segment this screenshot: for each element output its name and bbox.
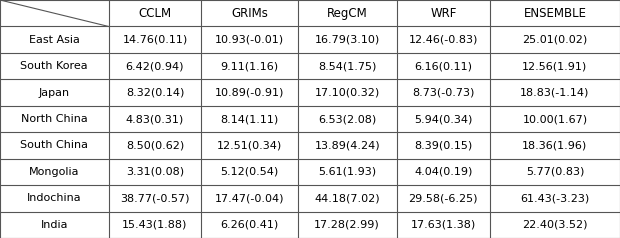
Text: 22.40(3.52): 22.40(3.52) — [522, 220, 588, 230]
Text: 12.51(0.34): 12.51(0.34) — [217, 140, 282, 150]
Text: 8.73(-0.73): 8.73(-0.73) — [412, 88, 474, 98]
Text: 29.58(-6.25): 29.58(-6.25) — [409, 193, 478, 203]
Text: 5.94(0.34): 5.94(0.34) — [414, 114, 472, 124]
Text: 13.89(4.24): 13.89(4.24) — [314, 140, 380, 150]
Text: 44.18(7.02): 44.18(7.02) — [314, 193, 380, 203]
Text: 3.31(0.08): 3.31(0.08) — [126, 167, 184, 177]
Text: GRIMs: GRIMs — [231, 7, 268, 20]
Text: South Korea: South Korea — [20, 61, 88, 71]
Text: 6.42(0.94): 6.42(0.94) — [126, 61, 184, 71]
Text: 10.93(-0.01): 10.93(-0.01) — [215, 35, 284, 45]
Text: WRF: WRF — [430, 7, 456, 20]
Text: 17.28(2.99): 17.28(2.99) — [314, 220, 380, 230]
Text: 8.39(0.15): 8.39(0.15) — [414, 140, 472, 150]
Text: CCLM: CCLM — [138, 7, 172, 20]
Text: 4.04(0.19): 4.04(0.19) — [414, 167, 472, 177]
Text: 8.32(0.14): 8.32(0.14) — [126, 88, 184, 98]
Text: 18.83(-1.14): 18.83(-1.14) — [520, 88, 590, 98]
Text: 10.00(1.67): 10.00(1.67) — [522, 114, 588, 124]
Text: East Asia: East Asia — [29, 35, 80, 45]
Text: 5.77(0.83): 5.77(0.83) — [526, 167, 584, 177]
Text: 6.16(0.11): 6.16(0.11) — [414, 61, 472, 71]
Text: Mongolia: Mongolia — [29, 167, 79, 177]
Text: Indochina: Indochina — [27, 193, 82, 203]
Text: 8.50(0.62): 8.50(0.62) — [126, 140, 184, 150]
Text: RegCM: RegCM — [327, 7, 368, 20]
Text: 4.83(0.31): 4.83(0.31) — [126, 114, 184, 124]
Text: 8.54(1.75): 8.54(1.75) — [318, 61, 376, 71]
Text: 5.12(0.54): 5.12(0.54) — [221, 167, 278, 177]
Text: 10.89(-0.91): 10.89(-0.91) — [215, 88, 284, 98]
Text: 12.46(-0.83): 12.46(-0.83) — [409, 35, 478, 45]
Text: North China: North China — [21, 114, 87, 124]
Text: 17.63(1.38): 17.63(1.38) — [410, 220, 476, 230]
Text: 38.77(-0.57): 38.77(-0.57) — [120, 193, 190, 203]
Text: 17.10(0.32): 17.10(0.32) — [314, 88, 380, 98]
Text: 6.26(0.41): 6.26(0.41) — [221, 220, 278, 230]
Text: 9.11(1.16): 9.11(1.16) — [221, 61, 278, 71]
Text: 8.14(1.11): 8.14(1.11) — [221, 114, 278, 124]
Text: 17.47(-0.04): 17.47(-0.04) — [215, 193, 285, 203]
Text: Japan: Japan — [38, 88, 70, 98]
Text: 61.43(-3.23): 61.43(-3.23) — [520, 193, 590, 203]
Text: India: India — [40, 220, 68, 230]
Text: 25.01(0.02): 25.01(0.02) — [522, 35, 588, 45]
Text: 12.56(1.91): 12.56(1.91) — [522, 61, 588, 71]
Text: 18.36(1.96): 18.36(1.96) — [522, 140, 588, 150]
Text: 16.79(3.10): 16.79(3.10) — [314, 35, 380, 45]
Text: South China: South China — [20, 140, 88, 150]
Text: 5.61(1.93): 5.61(1.93) — [318, 167, 376, 177]
Text: ENSEMBLE: ENSEMBLE — [523, 7, 587, 20]
Text: 14.76(0.11): 14.76(0.11) — [122, 35, 188, 45]
Text: 6.53(2.08): 6.53(2.08) — [318, 114, 376, 124]
Text: 15.43(1.88): 15.43(1.88) — [122, 220, 188, 230]
